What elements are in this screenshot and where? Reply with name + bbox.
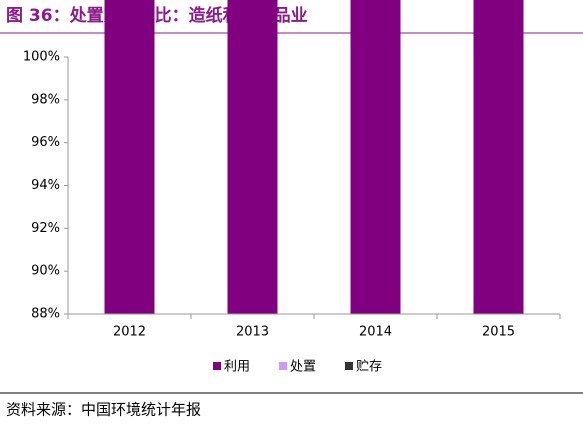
y-tick-label: 90% <box>31 264 60 279</box>
legend-label: 利用 <box>224 360 250 375</box>
x-tick-label: 2012 <box>113 325 146 340</box>
y-tick-label: 100% <box>23 50 60 65</box>
y-tick-label: 94% <box>31 178 60 193</box>
legend-swatch <box>213 362 221 370</box>
bar-segment <box>104 0 155 314</box>
legend-label: 处置 <box>290 360 316 375</box>
bar-segment <box>473 0 524 315</box>
y-tick-label: 92% <box>31 221 60 236</box>
x-tick-label: 2014 <box>359 325 392 340</box>
y-tick-label: 96% <box>31 135 60 150</box>
x-tick-label: 2013 <box>236 325 269 340</box>
source: 资料来源：中国环境统计年报 <box>6 401 201 419</box>
y-tick-label: 88% <box>31 307 60 322</box>
bar-segment <box>350 0 401 314</box>
bar-segment <box>227 0 278 314</box>
legend-swatch <box>345 362 353 370</box>
legend-label: 贮存 <box>356 360 382 375</box>
y-tick-label: 98% <box>31 92 60 107</box>
x-tick-label: 2015 <box>482 325 515 340</box>
legend-swatch <box>279 362 287 370</box>
